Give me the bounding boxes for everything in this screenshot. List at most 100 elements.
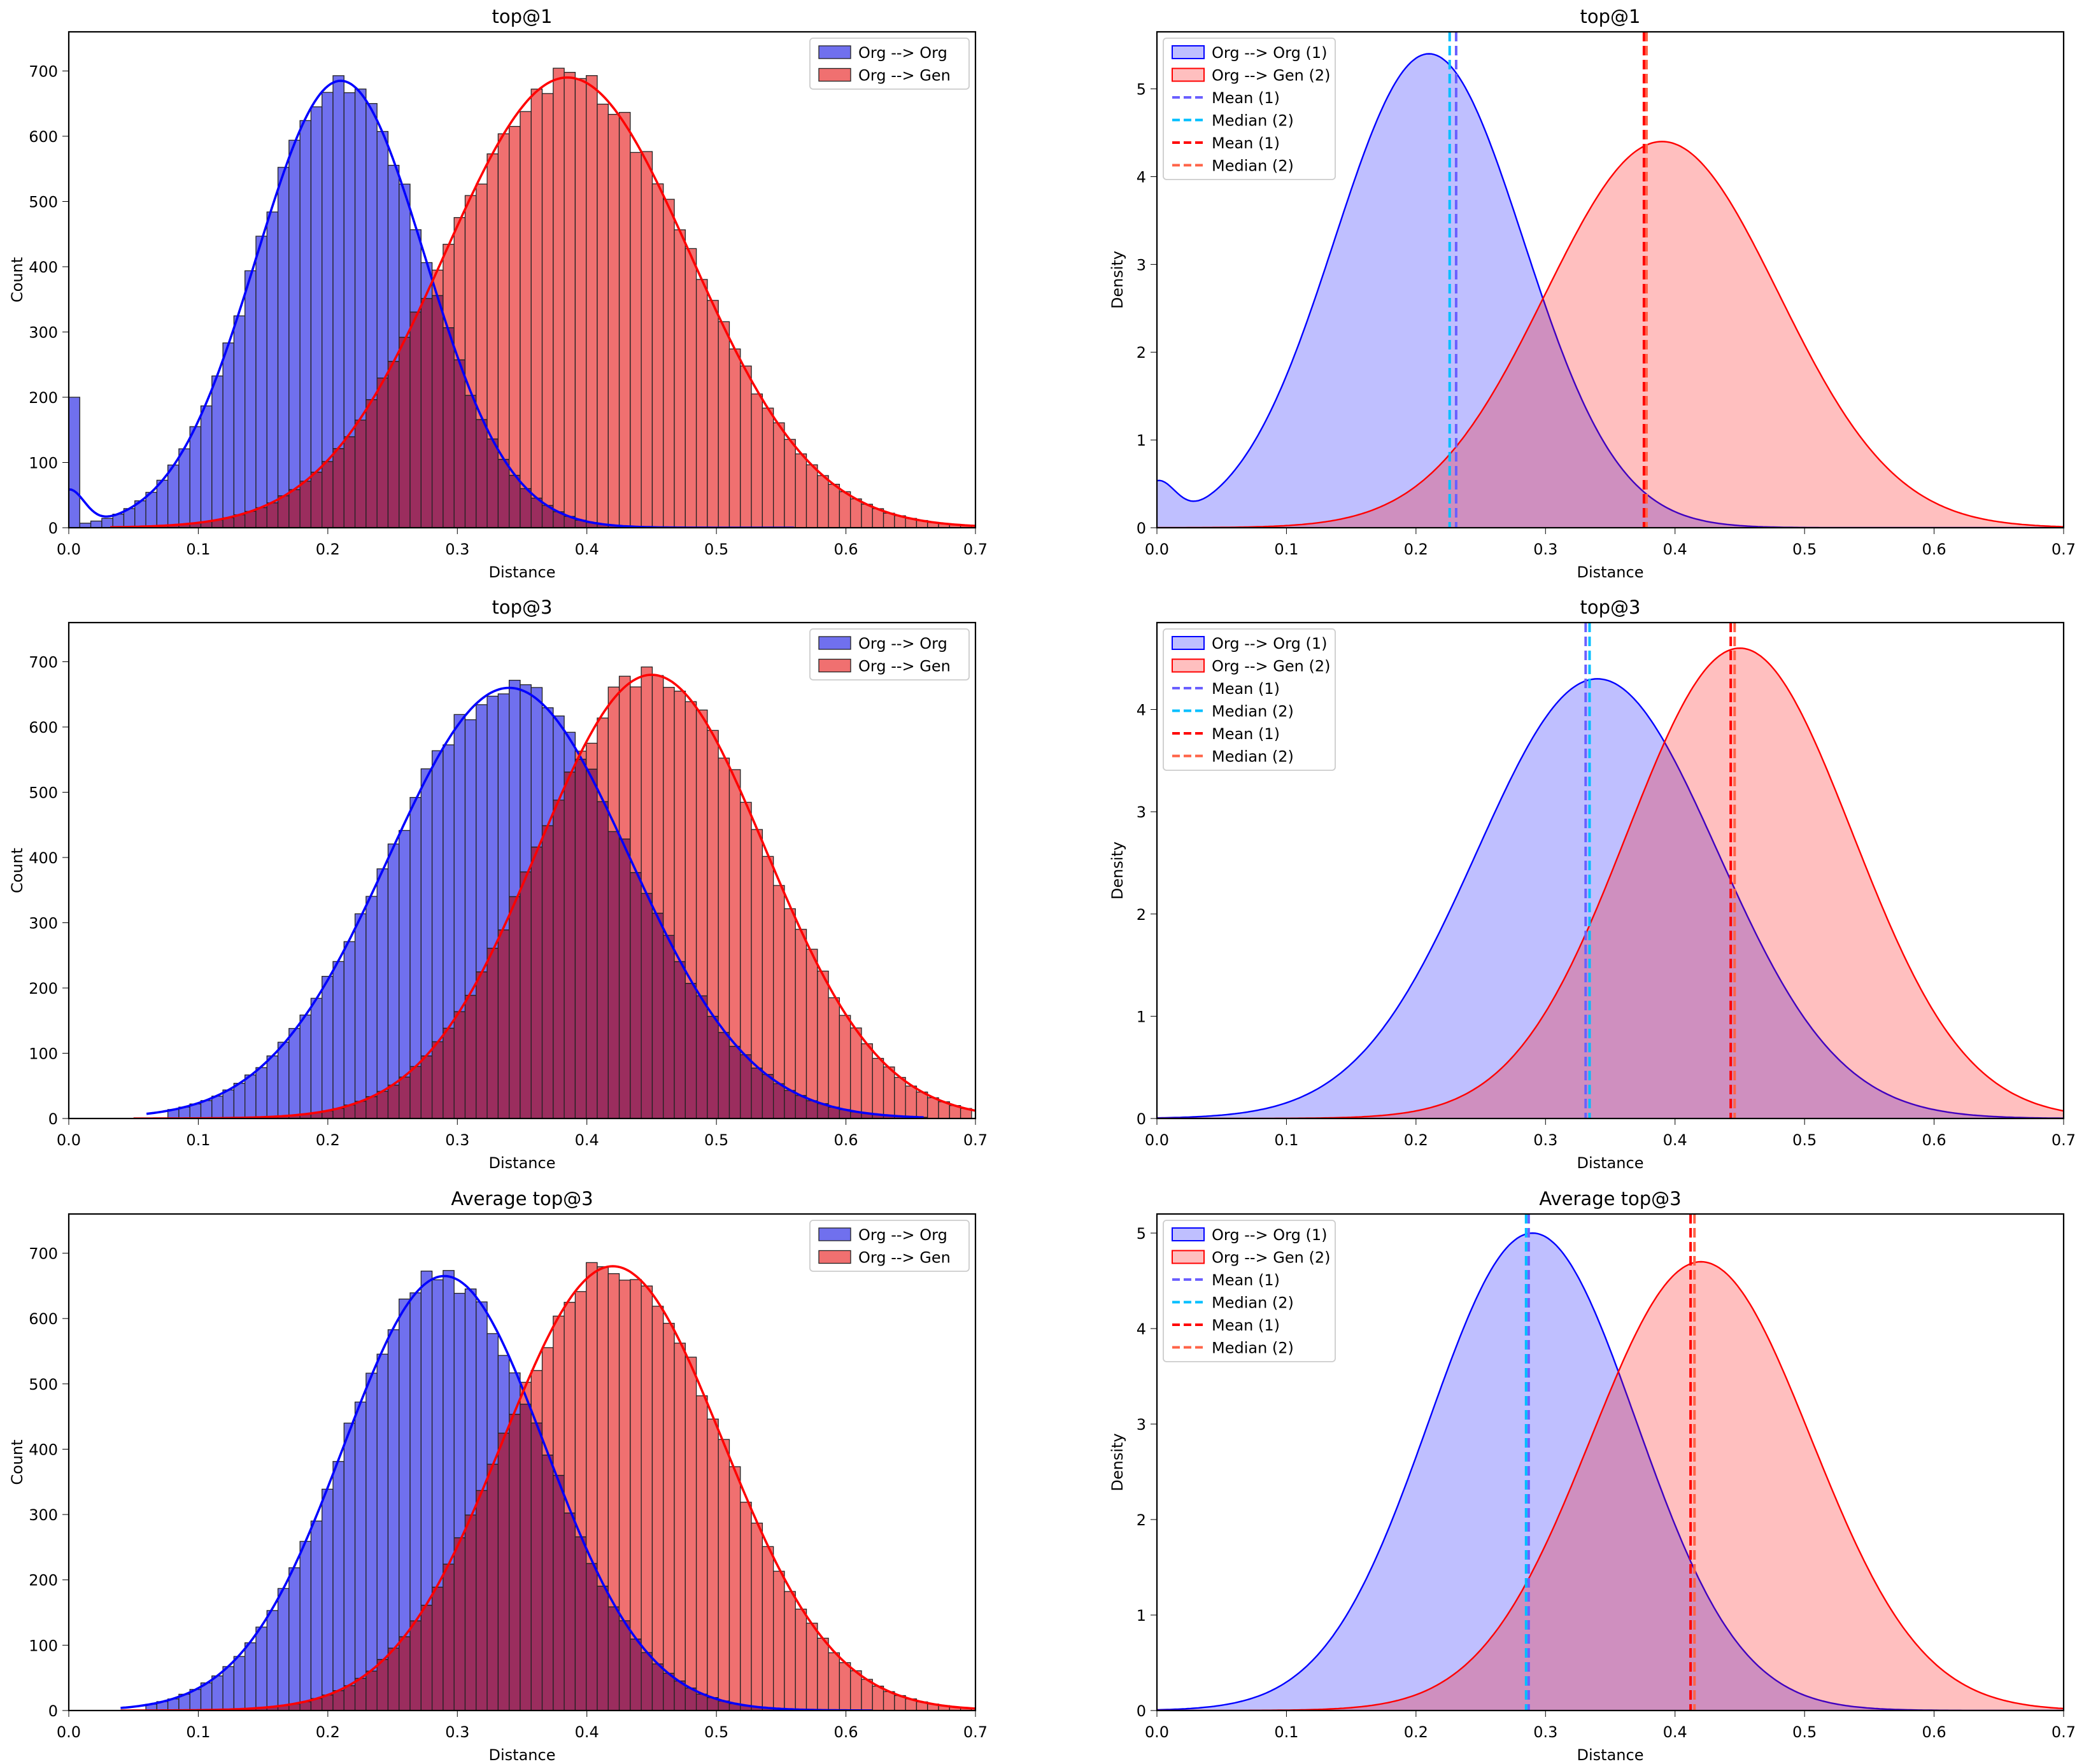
overlap-bar [399, 1076, 411, 1118]
org-org-bar [322, 92, 334, 462]
org-org-bar [277, 1041, 290, 1117]
org-gen-bar [883, 512, 895, 528]
org-gen-bar [618, 675, 631, 840]
y-tick-label: 1 [1137, 1607, 1146, 1625]
y-tick-label: 700 [29, 654, 58, 672]
org-gen-bar [641, 1285, 653, 1653]
overlap-bar [431, 295, 444, 528]
org-org-bar [222, 1089, 235, 1118]
y-tick-label: 600 [29, 128, 58, 146]
x-tick-label: 0.4 [575, 1723, 599, 1741]
overlap-bar [409, 1620, 422, 1711]
org-gen-density-line [1157, 1260, 2064, 1711]
axes-frame [1156, 1213, 2065, 1712]
legend: Org --> Org (1) Org --> Gen (2) Mean (1) Me… [1163, 628, 1336, 771]
org-gen-bar [663, 687, 675, 936]
org-gen-bar [443, 244, 455, 328]
org-gen-bar [707, 1418, 719, 1698]
org-gen-bar [684, 1357, 697, 1689]
org-org-bar [343, 92, 356, 437]
x-tick-label: 0.3 [445, 1131, 469, 1149]
overlap-bar [541, 825, 554, 1118]
axes-frame [67, 31, 977, 529]
org-org-bar [211, 375, 223, 521]
org-gen-bar [476, 183, 488, 420]
org-org-bar [245, 270, 257, 512]
org-gen-bar [630, 1279, 642, 1640]
overlap-bar [387, 1084, 400, 1118]
org-gen-bar [861, 504, 873, 528]
org-org-bar [530, 687, 543, 848]
hist-top3: 0.0 0.1 0.2 0.3 0.4 0.5 0.6 0.7 0 100 200 300 400 500… [8, 596, 988, 1172]
y-tick-label: 1 [1137, 1008, 1146, 1026]
legend-swatch-org-gen [1172, 67, 1205, 82]
legend-label: Org --> Org (1) [1212, 635, 1327, 653]
org-org-bar [354, 913, 367, 1102]
org-org-bar [365, 896, 378, 1097]
overlap-bar [497, 1432, 510, 1711]
org-org-bar [245, 1642, 257, 1709]
legend: Org --> Org Org --> Gen [809, 628, 970, 681]
kde-top1: 0.0 0.1 0.2 0.3 0.4 0.5 0.6 0.7 0 1 2 3 4 5 top@1 Dista… [1109, 6, 2076, 581]
axes-frame [1156, 31, 2065, 529]
org-org-bar [277, 167, 290, 497]
legend-label: Org --> Gen (2) [1212, 658, 1330, 675]
org-org-bar [443, 744, 455, 1029]
legend-swatch-org-gen [818, 658, 851, 673]
org-org-bar [200, 405, 213, 523]
overlap-bar [464, 1514, 477, 1711]
org-gen-bar [607, 113, 620, 526]
overlap-bar [277, 495, 290, 528]
org-gen-kde-line [110, 76, 975, 528]
org-gen-bar [509, 125, 521, 476]
overlap-bar [288, 489, 301, 528]
x-tick-label: 0.4 [575, 540, 599, 558]
overlap-bar [486, 438, 499, 528]
x-tick-label: 0.4 [1663, 1723, 1687, 1741]
y-axis-label: Density [1109, 1433, 1126, 1491]
org-org-bar [464, 1288, 477, 1516]
org-org-density-line [1157, 53, 2064, 528]
overlap-bar [332, 448, 344, 528]
org-gen-bar [795, 453, 807, 528]
x-tick-label: 0.7 [2052, 1131, 2076, 1149]
org-org-bar [376, 868, 389, 1092]
legend-swatch-org-org [818, 45, 851, 59]
chart-title: top@3 [1580, 596, 1641, 618]
org-gen-bar [630, 686, 642, 873]
org-gen-bar [674, 229, 686, 528]
y-tick-label: 0 [48, 1702, 58, 1720]
org-gen-bar [597, 717, 609, 802]
org-gen-bar [718, 1439, 730, 1702]
overlap-bar [574, 758, 587, 1118]
org-gen-bar [817, 970, 829, 1104]
overlap-bar [453, 1537, 466, 1711]
x-tick-label: 0.3 [1533, 1723, 1557, 1741]
org-gen-bar [651, 675, 664, 914]
org-gen-bar [839, 1662, 851, 1711]
org-gen-bar [707, 300, 719, 528]
overlap-bar [564, 1513, 576, 1711]
overlap-bar [795, 1095, 807, 1118]
org-org-bar [156, 479, 169, 526]
legend-swatch-org-gen [1172, 658, 1205, 673]
legend-label: Org --> Org (1) [1212, 1226, 1327, 1244]
x-tick-label: 0.2 [1404, 540, 1428, 558]
legend-label: Org --> Org [858, 1226, 947, 1244]
x-tick-label: 0.0 [1145, 1723, 1169, 1741]
org-org-bar [453, 714, 466, 1012]
x-tick-label: 0.0 [57, 1131, 81, 1149]
org-org-kde-line [120, 1274, 872, 1711]
org-gen-bar [805, 1623, 818, 1711]
legend-swatch-org-gen [818, 1250, 851, 1264]
org-org-bar [497, 693, 510, 931]
overlap-bar [409, 311, 422, 528]
x-tick-label: 0.7 [2052, 540, 2076, 558]
overlap-bar [641, 1652, 653, 1711]
y-axis-label: Density [1109, 842, 1126, 900]
org-org-bar [233, 315, 246, 516]
x-tick-label: 0.6 [1922, 540, 1946, 558]
x-tick-label: 0.0 [1145, 1131, 1169, 1149]
legend-swatch-org-org [1172, 45, 1205, 59]
org-gen-bar [586, 75, 598, 523]
